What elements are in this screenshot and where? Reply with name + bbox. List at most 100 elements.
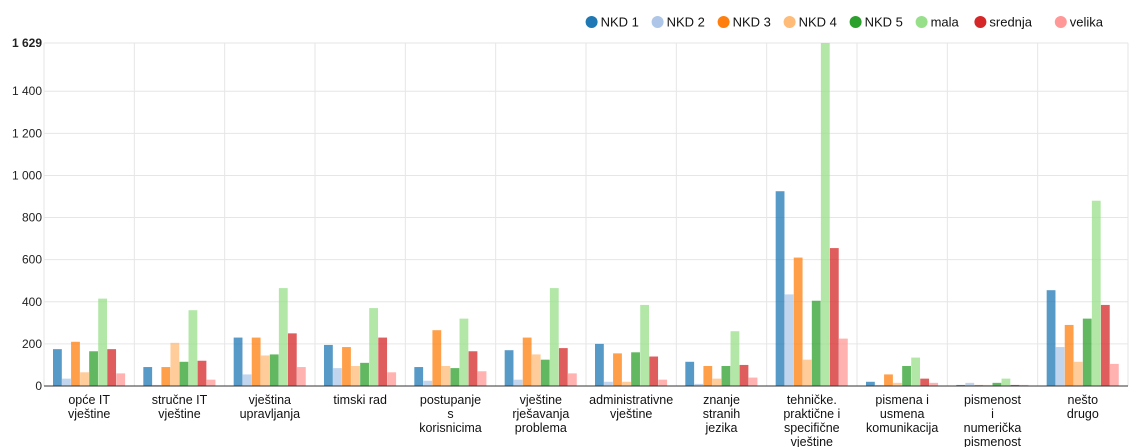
bar[interactable] (893, 382, 902, 386)
bar[interactable] (820, 43, 830, 386)
bar[interactable] (604, 381, 613, 386)
bar[interactable] (98, 298, 108, 386)
bar[interactable] (1055, 347, 1065, 386)
bar[interactable] (188, 310, 198, 386)
bar[interactable] (1010, 384, 1020, 386)
bar[interactable] (640, 304, 650, 386)
bar[interactable] (911, 357, 921, 386)
bar[interactable] (631, 352, 640, 386)
bar[interactable] (613, 353, 622, 386)
bar[interactable] (802, 359, 812, 386)
bar[interactable] (838, 338, 848, 386)
bar[interactable] (875, 384, 884, 386)
bar[interactable] (387, 372, 397, 386)
bar[interactable] (965, 382, 975, 386)
bar[interactable] (784, 294, 794, 386)
legend-item[interactable]: NKD 4 (783, 15, 837, 30)
bar[interactable] (197, 360, 207, 386)
bar[interactable] (703, 366, 713, 386)
bar[interactable] (170, 342, 180, 386)
bar[interactable] (866, 381, 875, 386)
bar[interactable] (432, 330, 442, 386)
bar[interactable] (522, 337, 532, 386)
bar[interactable] (558, 348, 568, 386)
bar[interactable] (567, 373, 577, 386)
bar[interactable] (80, 372, 89, 386)
bar[interactable] (296, 367, 306, 386)
bar[interactable] (1082, 318, 1092, 386)
bar[interactable] (884, 374, 893, 386)
bar[interactable] (260, 355, 270, 386)
bar[interactable] (143, 367, 153, 386)
bar[interactable] (721, 366, 731, 386)
bar[interactable] (369, 308, 379, 386)
bar[interactable] (477, 371, 487, 386)
bar[interactable] (775, 191, 785, 386)
legend-item[interactable]: NKD 5 (849, 15, 903, 30)
bar[interactable] (1073, 361, 1083, 386)
bar[interactable] (1100, 304, 1110, 386)
bar[interactable] (342, 347, 351, 386)
bar[interactable] (1109, 363, 1119, 386)
bar[interactable] (649, 356, 659, 386)
bar[interactable] (929, 382, 939, 386)
bar[interactable] (1001, 378, 1011, 386)
bar[interactable] (278, 288, 288, 386)
legend-item[interactable]: velika (1054, 15, 1104, 30)
bar[interactable] (974, 384, 984, 386)
legend-item[interactable]: NKD 2 (651, 15, 705, 30)
bar[interactable] (333, 368, 342, 386)
legend-item[interactable]: srednja (974, 15, 1033, 30)
bar[interactable] (658, 379, 668, 386)
bar[interactable] (748, 377, 758, 386)
bar[interactable] (62, 378, 71, 386)
bar[interactable] (902, 366, 911, 386)
bar[interactable] (287, 333, 297, 386)
bar[interactable] (161, 367, 171, 386)
bar[interactable] (622, 381, 631, 386)
bar[interactable] (685, 361, 695, 386)
bar[interactable] (459, 318, 469, 386)
legend-item[interactable]: mala (915, 15, 960, 30)
bar[interactable] (89, 351, 98, 386)
bar[interactable] (811, 300, 821, 386)
bar[interactable] (829, 248, 839, 386)
bar[interactable] (53, 349, 62, 386)
bar[interactable] (468, 351, 478, 386)
bar[interactable] (179, 361, 189, 386)
bar[interactable] (1091, 200, 1101, 386)
bar[interactable] (956, 384, 966, 386)
bar[interactable] (694, 383, 704, 386)
bar[interactable] (233, 337, 243, 386)
bar[interactable] (1019, 384, 1029, 386)
bar[interactable] (540, 359, 550, 386)
bar[interactable] (983, 384, 993, 386)
bar[interactable] (1064, 324, 1074, 386)
bar[interactable] (423, 380, 433, 386)
bar[interactable] (1046, 290, 1056, 386)
bar[interactable] (414, 367, 424, 386)
bar[interactable] (595, 343, 604, 386)
legend-item[interactable]: NKD 3 (717, 15, 771, 30)
bar[interactable] (116, 373, 126, 386)
bar[interactable] (360, 362, 369, 386)
bar[interactable] (513, 379, 523, 386)
bar[interactable] (107, 349, 117, 386)
bar[interactable] (531, 354, 541, 386)
bar[interactable] (920, 378, 930, 386)
bar[interactable] (251, 337, 261, 386)
bar[interactable] (152, 384, 162, 386)
bar[interactable] (441, 366, 451, 386)
bar[interactable] (324, 344, 333, 386)
legend-item[interactable]: NKD 1 (585, 15, 639, 30)
bar[interactable] (206, 379, 216, 386)
bar[interactable] (378, 337, 388, 386)
bar[interactable] (71, 341, 80, 386)
bar[interactable] (549, 288, 559, 386)
bar[interactable] (242, 374, 252, 386)
bar[interactable] (739, 364, 749, 386)
bar[interactable] (793, 257, 803, 386)
bar[interactable] (712, 378, 722, 386)
bar[interactable] (351, 366, 360, 386)
bar[interactable] (269, 354, 279, 386)
